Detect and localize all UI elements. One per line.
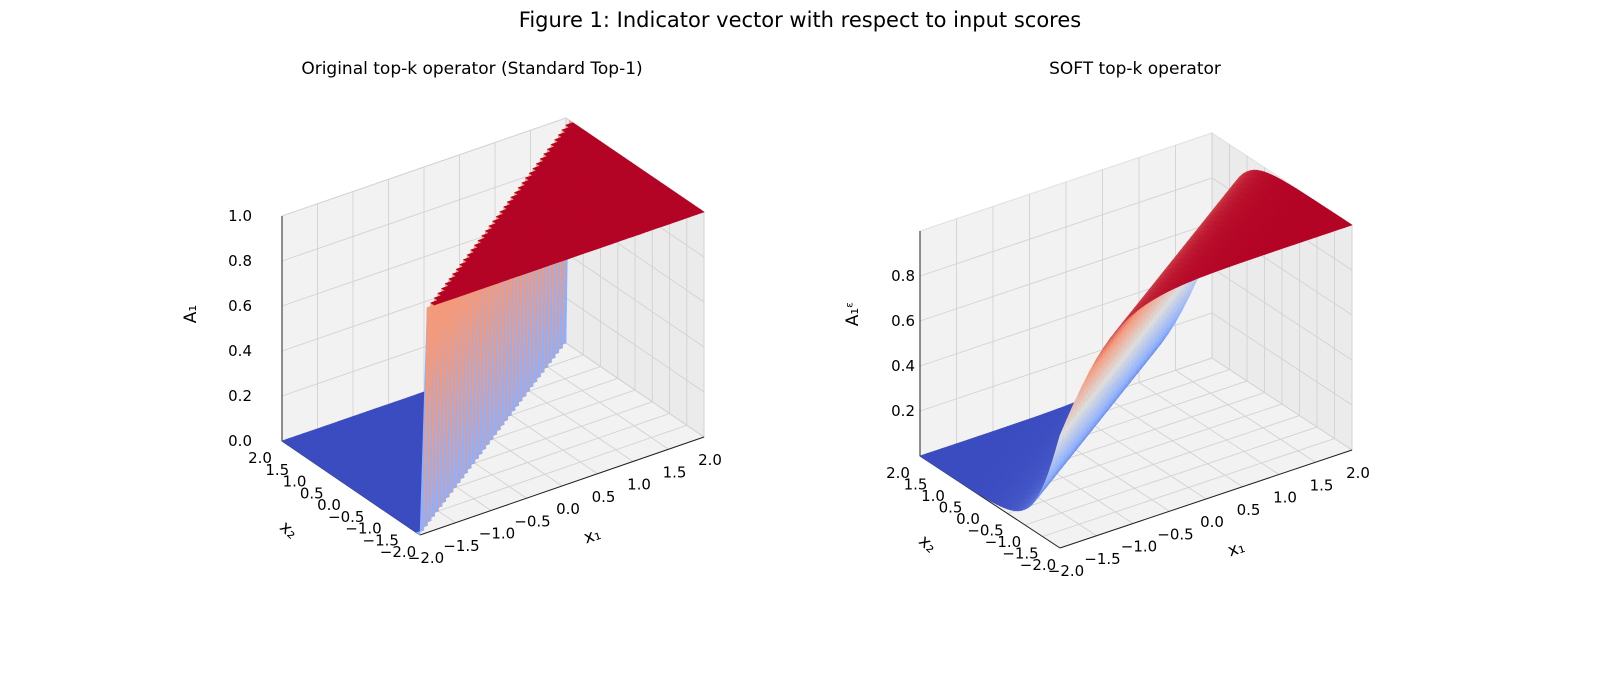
- y-tick-label: 1.0: [921, 487, 945, 505]
- y-tick-label: 1.0: [283, 473, 307, 491]
- x-tick-label: −2.0: [408, 549, 444, 567]
- x-tick-label: −1.0: [479, 525, 515, 543]
- figure-title: Figure 1: Indicator vector with respect …: [518, 8, 1082, 32]
- x-tick-label: 0.5: [1237, 501, 1261, 519]
- y-tick-label: 0.0: [956, 510, 980, 528]
- x-tick-label: 0.0: [556, 500, 580, 518]
- grid-line: [919, 312, 1353, 412]
- x-tick-label: −2.0: [1048, 562, 1084, 580]
- x-tick-label: 1.5: [663, 463, 687, 481]
- z-axis-label: A₁ᵋ: [843, 302, 863, 327]
- x-tick-label: −0.5: [1157, 525, 1193, 543]
- surface: [281, 119, 705, 536]
- x-tick-label: 0.5: [592, 488, 616, 506]
- y-tick-label: 1.5: [904, 476, 928, 494]
- right-surface-plot: SOFT top-k operator−2.0−1.5−1.0−0.50.00.…: [843, 59, 1370, 580]
- z-axis-label: A₁: [181, 305, 201, 323]
- y-tick-label: 0.0: [317, 496, 341, 514]
- left-surface-plot: Original top-k operator (Standard Top-1)…: [181, 59, 722, 567]
- x-tick-label: −1.5: [443, 537, 479, 555]
- x-tick-label: 1.0: [1273, 489, 1297, 507]
- z-tick-label: 0.8: [891, 267, 915, 285]
- x-axis-line: [1059, 449, 1353, 549]
- y-tick-label: −1.0: [345, 520, 381, 538]
- x-axis-line: [419, 436, 705, 536]
- z-tick-label: 0.8: [228, 252, 252, 270]
- y-tick-label: 0.5: [939, 499, 963, 517]
- y-tick-label: 1.5: [265, 461, 289, 479]
- panel-title: Original top-k operator (Standard Top-1): [301, 59, 642, 79]
- z-tick-label: 0.2: [228, 387, 252, 405]
- z-tick-label: 0.6: [891, 312, 915, 330]
- z-tick-label: 0.2: [891, 402, 915, 420]
- x-tick-label: −0.5: [514, 512, 550, 530]
- x-axis-label: x₁: [1225, 537, 1247, 561]
- z-tick-label: 0.4: [228, 342, 252, 360]
- y-axis-label: x₂: [914, 531, 940, 557]
- z-tick-label: 0.0: [228, 432, 252, 450]
- y-tick-label: 2.0: [886, 464, 910, 482]
- y-tick-label: 2.0: [248, 449, 272, 467]
- surface: [919, 169, 1353, 512]
- z-tick-label: 0.6: [228, 297, 252, 315]
- y-tick-label: −0.5: [328, 508, 364, 526]
- z-tick-label: 0.4: [891, 357, 915, 375]
- y-tick-label: −2.0: [1020, 556, 1056, 574]
- x-tick-label: −1.0: [1121, 538, 1157, 556]
- y-axis-label: x₂: [275, 517, 301, 543]
- x-axis-label: x₁: [581, 524, 603, 548]
- y-tick-label: −1.5: [363, 531, 399, 549]
- surface-patch: [692, 209, 705, 215]
- x-tick-label: 2.0: [698, 451, 722, 469]
- y-tick-label: 0.5: [300, 484, 324, 502]
- surface-patch: [1340, 222, 1353, 228]
- x-tick-label: 1.0: [627, 476, 651, 494]
- y-tick-label: −1.5: [1002, 545, 1038, 563]
- y-tick-label: −1.0: [985, 533, 1021, 551]
- x-tick-label: 2.0: [1346, 464, 1370, 482]
- z-tick-label: 1.0: [228, 207, 252, 225]
- y-tick-label: −2.0: [380, 543, 416, 561]
- x-tick-label: −1.5: [1084, 550, 1120, 568]
- y-tick-label: −0.5: [967, 522, 1003, 540]
- x-tick-label: 0.0: [1200, 513, 1224, 531]
- x-tick-label: 1.5: [1310, 476, 1334, 494]
- panel-title: SOFT top-k operator: [1049, 59, 1221, 79]
